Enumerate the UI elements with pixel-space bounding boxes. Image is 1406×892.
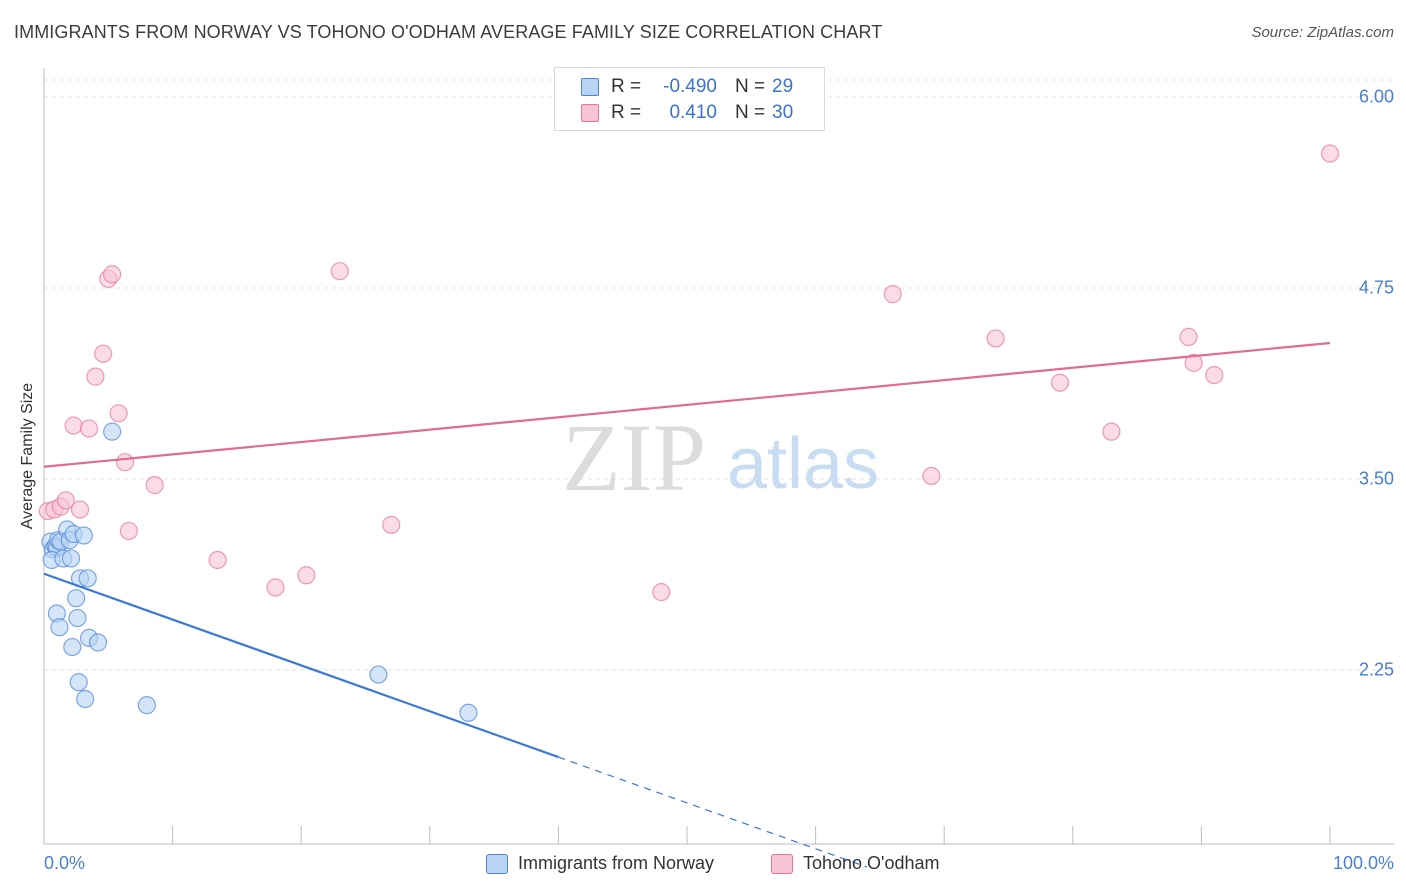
norway-point: [74, 526, 93, 545]
y-axis-label: Average Family Size: [19, 382, 36, 530]
legend-n-label: N =: [735, 102, 766, 123]
legend-row-norway: R = -0.490 N = 29: [555, 75, 824, 101]
axes: [43, 68, 1394, 845]
gridlines: [44, 79, 1394, 671]
tohono-point: [1179, 327, 1198, 346]
norway-point: [369, 665, 388, 684]
tohono-point: [145, 476, 164, 495]
tohono-point: [652, 582, 671, 602]
trend-lines: [43, 341, 1331, 868]
tohono-point: [986, 329, 1005, 348]
watermark: ZIP atlas: [562, 404, 879, 511]
tohono-point: [103, 265, 122, 284]
y-tick-label: 6.00: [1358, 86, 1394, 107]
y-tick-label: 2.25: [1358, 659, 1394, 680]
chart-title: IMMIGRANTS FROM NORWAY VS TOHONO O'ODHAM…: [14, 22, 883, 42]
norway-point: [68, 608, 87, 628]
norway-point: [137, 696, 156, 715]
legend-swatch-blue: [581, 78, 599, 96]
legend-r-value: 0.410: [669, 102, 717, 123]
bottom-legend-swatch-pink: [771, 854, 793, 874]
legend-n-value: 30: [772, 102, 794, 123]
tohono-point: [56, 491, 75, 510]
tohono-point: [382, 515, 401, 534]
tohono-point: [266, 578, 285, 597]
tohono-point: [1050, 373, 1070, 392]
norway-point: [50, 618, 69, 637]
x-tick-label-min: 0.0%: [44, 853, 86, 873]
bottom-legend-label: Immigrants from Norway: [518, 853, 715, 873]
tohono-point: [1320, 144, 1340, 163]
source-credit: Source: ZipAtlas.com: [1251, 24, 1394, 41]
bottom-legend-tohono: Tohono O'odham: [771, 853, 971, 877]
norway-point: [69, 673, 88, 692]
norway-point: [88, 633, 108, 652]
y-tick-label: 3.50: [1358, 468, 1394, 489]
norway-point: [103, 422, 122, 441]
norway-trendline-extension: [558, 756, 868, 868]
tohono-point: [79, 419, 99, 438]
norway-trendline: [43, 572, 559, 759]
tohono-point: [64, 416, 83, 435]
bottom-legend-swatch-blue: [486, 854, 508, 874]
norway-point: [459, 703, 478, 722]
tohono-point: [922, 466, 941, 486]
data-points: [38, 144, 1340, 722]
tohono-trendline: [43, 341, 1331, 468]
tohono-point: [94, 344, 113, 363]
legend-row-tohono: R = 0.410 N = 30: [555, 101, 824, 127]
legend-n-value: 29: [772, 76, 794, 97]
bottom-legend-label: Tohono O'odham: [803, 853, 940, 873]
correlation-legend: R = -0.490 N = 29 R = 0.410 N = 30: [554, 67, 825, 131]
tohono-point: [297, 566, 316, 585]
norway-point: [63, 637, 82, 657]
bottom-legend-norway: Immigrants from Norway: [486, 853, 746, 877]
tohono-point: [119, 521, 138, 541]
tohono-point: [86, 367, 105, 386]
legend-n-label: N =: [735, 76, 766, 97]
legend-swatch-pink: [581, 104, 599, 122]
tohono-point: [1102, 422, 1121, 441]
tohono-point: [330, 262, 349, 281]
norway-point: [67, 589, 86, 608]
tohono-point: [883, 285, 902, 304]
y-tick-label: 4.75: [1358, 277, 1394, 298]
tohono-point: [115, 453, 135, 472]
tohono-point: [1205, 365, 1224, 385]
watermark-atlas: atlas: [727, 424, 879, 504]
tohono-point: [208, 550, 227, 570]
norway-point: [76, 689, 95, 709]
legend-r-label: R =: [611, 76, 642, 97]
legend-r-label: R =: [611, 102, 642, 123]
legend-r-value: -0.490: [663, 76, 717, 97]
tohono-point: [70, 500, 90, 519]
x-tick-label-max: 100.0%: [1332, 853, 1394, 873]
watermark-zip: ZIP: [562, 404, 706, 511]
tohono-point: [109, 404, 128, 423]
tohono-point: [1184, 353, 1203, 372]
norway-point: [61, 549, 81, 568]
norway-point: [78, 569, 97, 588]
